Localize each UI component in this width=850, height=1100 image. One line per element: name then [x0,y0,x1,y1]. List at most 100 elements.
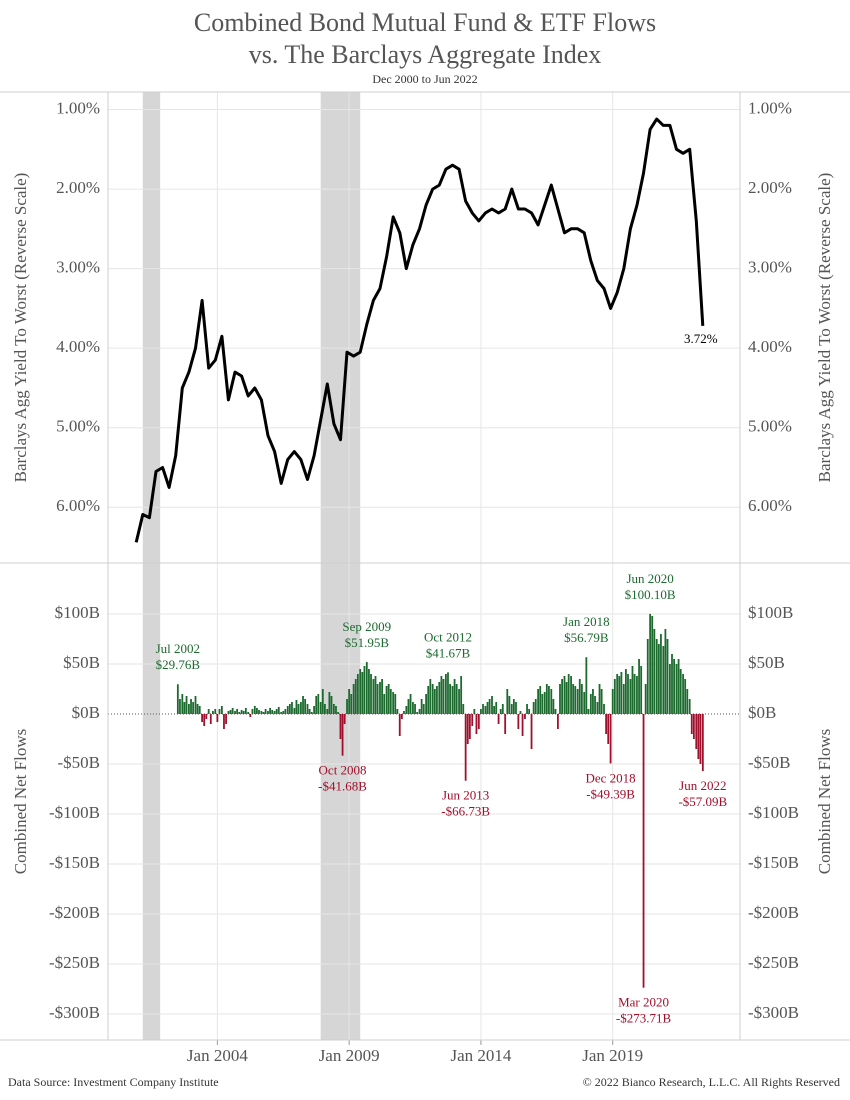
annotation-value: $51.95B [345,635,390,650]
flow-bar [701,714,704,772]
flow-bar [275,709,278,714]
y-tick-label: -$250B [49,953,100,972]
flow-bar [539,686,542,714]
flow-bar [356,674,359,714]
flow-bar [209,714,212,724]
flow-bar [660,634,662,714]
flow-bar [264,709,267,714]
flow-bar [598,684,601,714]
flow-bar [181,694,184,714]
annotation-value: -$41.68B [318,779,367,794]
flow-bar [561,679,564,714]
flow-bar [480,709,482,714]
flow-bar [449,684,451,714]
y-tick-label: 4.00% [748,337,792,356]
flow-bar [185,696,188,714]
flow-bar [418,709,421,714]
flow-bar [190,699,192,714]
flow-bar [675,664,678,714]
y-axis-label: Barclays Agg Yield To Worst (Reverse Sca… [815,173,834,483]
flow-bar [688,699,691,714]
y-tick-label: -$250B [748,953,799,972]
flow-bar [280,712,283,714]
flow-bar [543,692,546,714]
y-tick-label: 1.00% [56,98,100,117]
flow-bar [517,714,520,729]
flow-bar [451,686,454,714]
flow-bar [537,689,540,714]
flow-bar [482,704,484,714]
flow-bar [438,682,441,714]
flow-bar [304,699,307,714]
flow-bar [501,704,504,714]
flow-bar [368,669,370,714]
flow-bar [234,711,236,714]
flow-bar [225,714,227,724]
flow-bar [288,704,291,714]
flow-bar [495,702,498,714]
flow-bar [552,699,555,714]
y-tick-label: -$100B [748,803,799,822]
flow-bar [620,672,623,714]
flow-bar [328,692,331,714]
flow-bar [607,714,610,744]
flow-bar [198,706,201,714]
flow-bar [412,702,414,714]
flow-bar [460,676,463,714]
flow-bar [308,709,311,714]
y-tick-label: 3.00% [56,258,100,277]
flow-bar [363,666,366,714]
flow-bar [596,702,599,714]
flow-bar [622,684,625,714]
flow-bar [392,692,395,714]
flow-bar [293,708,296,714]
flow-bar [258,710,260,714]
flow-bar [541,694,544,714]
flow-bar [326,709,329,714]
flow-bar [188,704,190,714]
y-tick-label: 1.00% [748,98,792,117]
flow-bar [354,679,357,714]
flow-bar [271,710,274,714]
flow-bar [572,684,575,714]
flow-bar [381,679,383,714]
flow-bar [196,704,199,714]
annotation-value: $56.79B [564,630,609,645]
flow-bar [545,684,548,714]
flow-bar [291,702,293,714]
flow-bar [247,712,250,714]
flow-bar [201,714,203,722]
flow-bar [403,711,405,714]
flow-bar [684,679,687,714]
flow-bar [315,696,318,714]
flow-bar [407,699,410,714]
flow-bar [398,714,401,736]
flow-bar [262,712,265,714]
flow-bar [220,706,223,714]
y-tick-label: -$50B [748,753,791,772]
flow-bar [253,706,256,714]
y-tick-label: 5.00% [748,417,792,436]
flow-bar [211,711,214,714]
flow-bar [497,714,500,724]
flow-bar [640,666,643,714]
flow-bar [319,702,322,714]
flow-bar [458,689,460,714]
y-tick-label: -$300B [748,1003,799,1022]
flow-bar [286,706,289,714]
flow-bar [618,676,621,714]
flow-bar [574,686,577,714]
flow-bar [679,669,682,714]
flow-bar [633,674,636,714]
flow-bar [218,709,221,714]
flow-bar [427,686,430,714]
y-tick-label: -$50B [58,753,101,772]
x-tick-label: Jan 2009 [319,1046,380,1065]
flow-bar [414,704,416,714]
y-tick-label: -$100B [49,803,100,822]
flow-bar [405,706,408,714]
flow-bar [592,689,594,714]
annotation-date: Jun 2020 [626,571,673,586]
flow-bar [616,674,619,714]
